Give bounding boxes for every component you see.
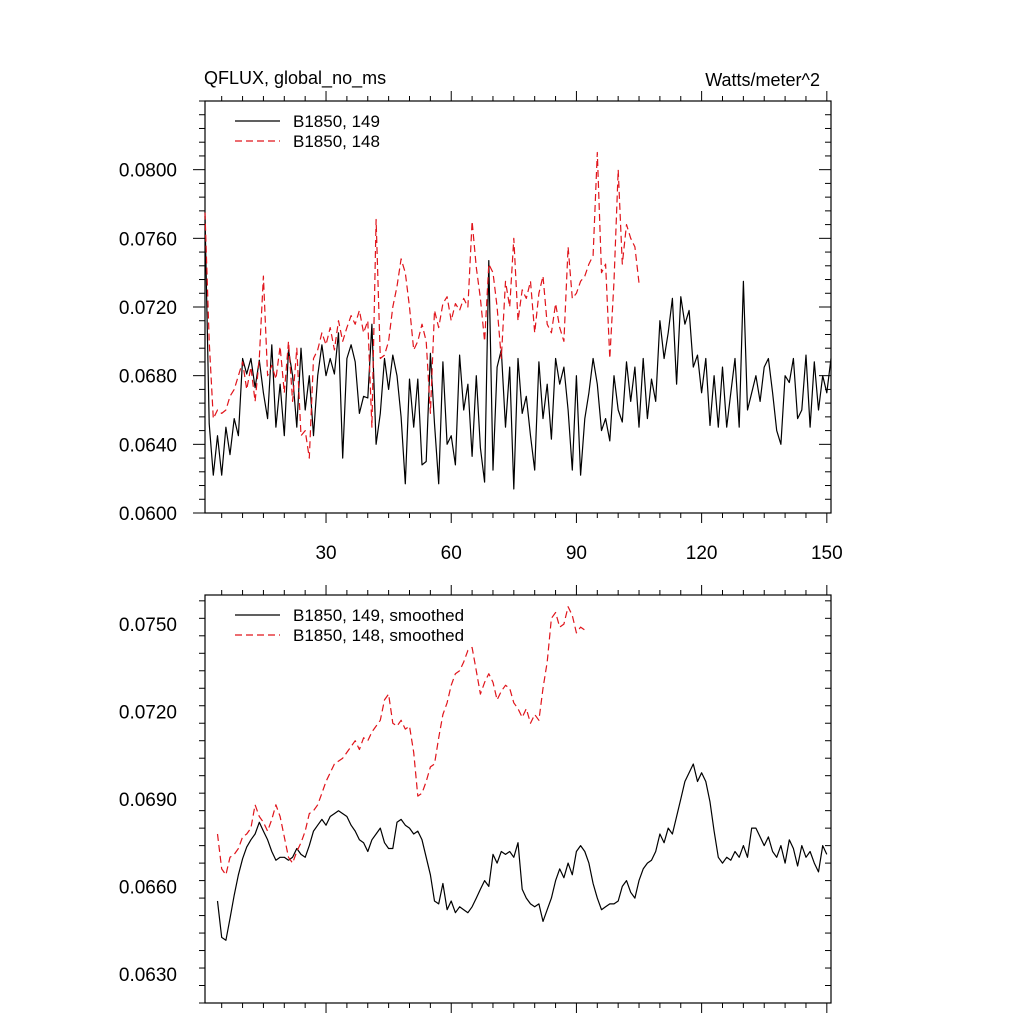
- bottom-y-tick-label: 0.0750: [119, 615, 177, 636]
- top-y-tick-label: 0.0800: [119, 161, 177, 182]
- bottom-axes: 0.0630 0.0660 0.0690 0.0720 0.0750: [119, 585, 832, 1013]
- top-series-lines: [204, 151, 832, 490]
- top-plot-units: Watts/meter^2: [705, 70, 820, 90]
- top-plot-frame: [204, 100, 832, 514]
- top-axes: 30 60 90 120 150 0.0600 0.0640 0.0680 0.0720 0.07…: [119, 91, 843, 564]
- bottom-legend-label-2: B1850, 148, smoothed: [293, 626, 464, 645]
- bottom-legend-label-1: B1850, 149, smoothed: [293, 606, 464, 625]
- top-y-tick-label: 0.0720: [119, 298, 177, 319]
- bottom-series-lines: [216, 606, 828, 941]
- top-y-tick-label: 0.0600: [119, 504, 177, 525]
- top-plot: QFLUX, global_no_ms Watts/meter^2 30 60 90…: [119, 68, 843, 564]
- top-x-tick-label: 60: [441, 543, 462, 564]
- bottom-plot-frame: [204, 594, 832, 1004]
- top-y-tick-label: 0.0760: [119, 229, 177, 250]
- top-y-tick-label: 0.0640: [119, 435, 177, 456]
- top-plot-title: QFLUX, global_no_ms: [204, 68, 386, 89]
- top-y-tick-label: 0.0680: [119, 367, 177, 388]
- top-series-line-2: [204, 151, 640, 459]
- bottom-plot: 0.0630 0.0660 0.0690 0.0720 0.0750 B1850, 14…: [119, 585, 832, 1013]
- top-series-line-1: [204, 215, 832, 490]
- top-x-tick-label: 90: [566, 543, 587, 564]
- top-x-tick-label: 120: [686, 543, 718, 564]
- bottom-series-line-2: [216, 606, 586, 876]
- top-legend-label-1: B1850, 149: [293, 112, 380, 131]
- bottom-y-tick-label: 0.0660: [119, 877, 177, 898]
- top-x-tick-label: 150: [811, 543, 843, 564]
- bottom-series-line-1: [216, 763, 828, 941]
- bottom-y-tick-label: 0.0720: [119, 703, 177, 724]
- bottom-y-tick-label: 0.0690: [119, 790, 177, 811]
- top-x-tick-label: 30: [315, 543, 336, 564]
- top-legend-label-2: B1850, 148: [293, 132, 380, 151]
- bottom-y-tick-label: 0.0630: [119, 965, 177, 986]
